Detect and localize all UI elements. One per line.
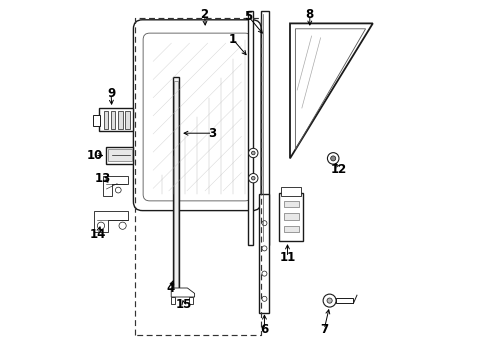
Circle shape — [248, 174, 258, 183]
Bar — [125, 111, 130, 129]
Bar — [99, 108, 133, 131]
Text: 10: 10 — [87, 149, 103, 162]
Circle shape — [323, 294, 336, 307]
Bar — [259, 194, 270, 313]
Circle shape — [327, 153, 339, 164]
Circle shape — [248, 148, 258, 158]
Bar — [103, 111, 108, 129]
Polygon shape — [103, 176, 128, 196]
Text: 12: 12 — [330, 163, 347, 176]
Text: 13: 13 — [95, 172, 111, 185]
Circle shape — [262, 296, 267, 301]
Bar — [106, 147, 133, 164]
Circle shape — [331, 156, 336, 161]
Bar — [281, 187, 301, 196]
Circle shape — [119, 222, 126, 229]
Text: 7: 7 — [320, 323, 328, 336]
Circle shape — [262, 246, 267, 251]
Polygon shape — [171, 288, 195, 297]
Bar — [279, 193, 303, 241]
Text: 4: 4 — [166, 282, 174, 294]
Bar — [173, 77, 179, 293]
Bar — [111, 111, 116, 129]
Text: 6: 6 — [260, 323, 269, 336]
Polygon shape — [94, 211, 128, 232]
Text: 9: 9 — [107, 87, 115, 100]
Bar — [189, 297, 193, 304]
Bar — [171, 297, 175, 304]
Text: 8: 8 — [306, 8, 314, 21]
Text: 5: 5 — [244, 10, 252, 23]
Bar — [108, 149, 132, 161]
Text: 1: 1 — [229, 33, 237, 46]
Text: 11: 11 — [279, 251, 295, 264]
Circle shape — [251, 176, 255, 180]
Bar — [93, 115, 100, 126]
Circle shape — [98, 222, 104, 229]
Bar — [336, 298, 353, 303]
Circle shape — [116, 187, 121, 193]
Text: 3: 3 — [209, 127, 217, 140]
Circle shape — [262, 221, 267, 226]
Bar — [284, 201, 299, 207]
Bar — [284, 226, 299, 232]
Circle shape — [262, 271, 267, 276]
Bar — [261, 11, 269, 245]
Bar — [174, 81, 178, 290]
Circle shape — [327, 298, 332, 303]
Bar — [248, 11, 253, 245]
Text: 14: 14 — [90, 228, 106, 240]
Bar — [284, 213, 299, 220]
Text: 15: 15 — [175, 298, 192, 311]
Circle shape — [251, 151, 255, 155]
Text: 2: 2 — [200, 8, 209, 21]
Bar — [118, 111, 122, 129]
